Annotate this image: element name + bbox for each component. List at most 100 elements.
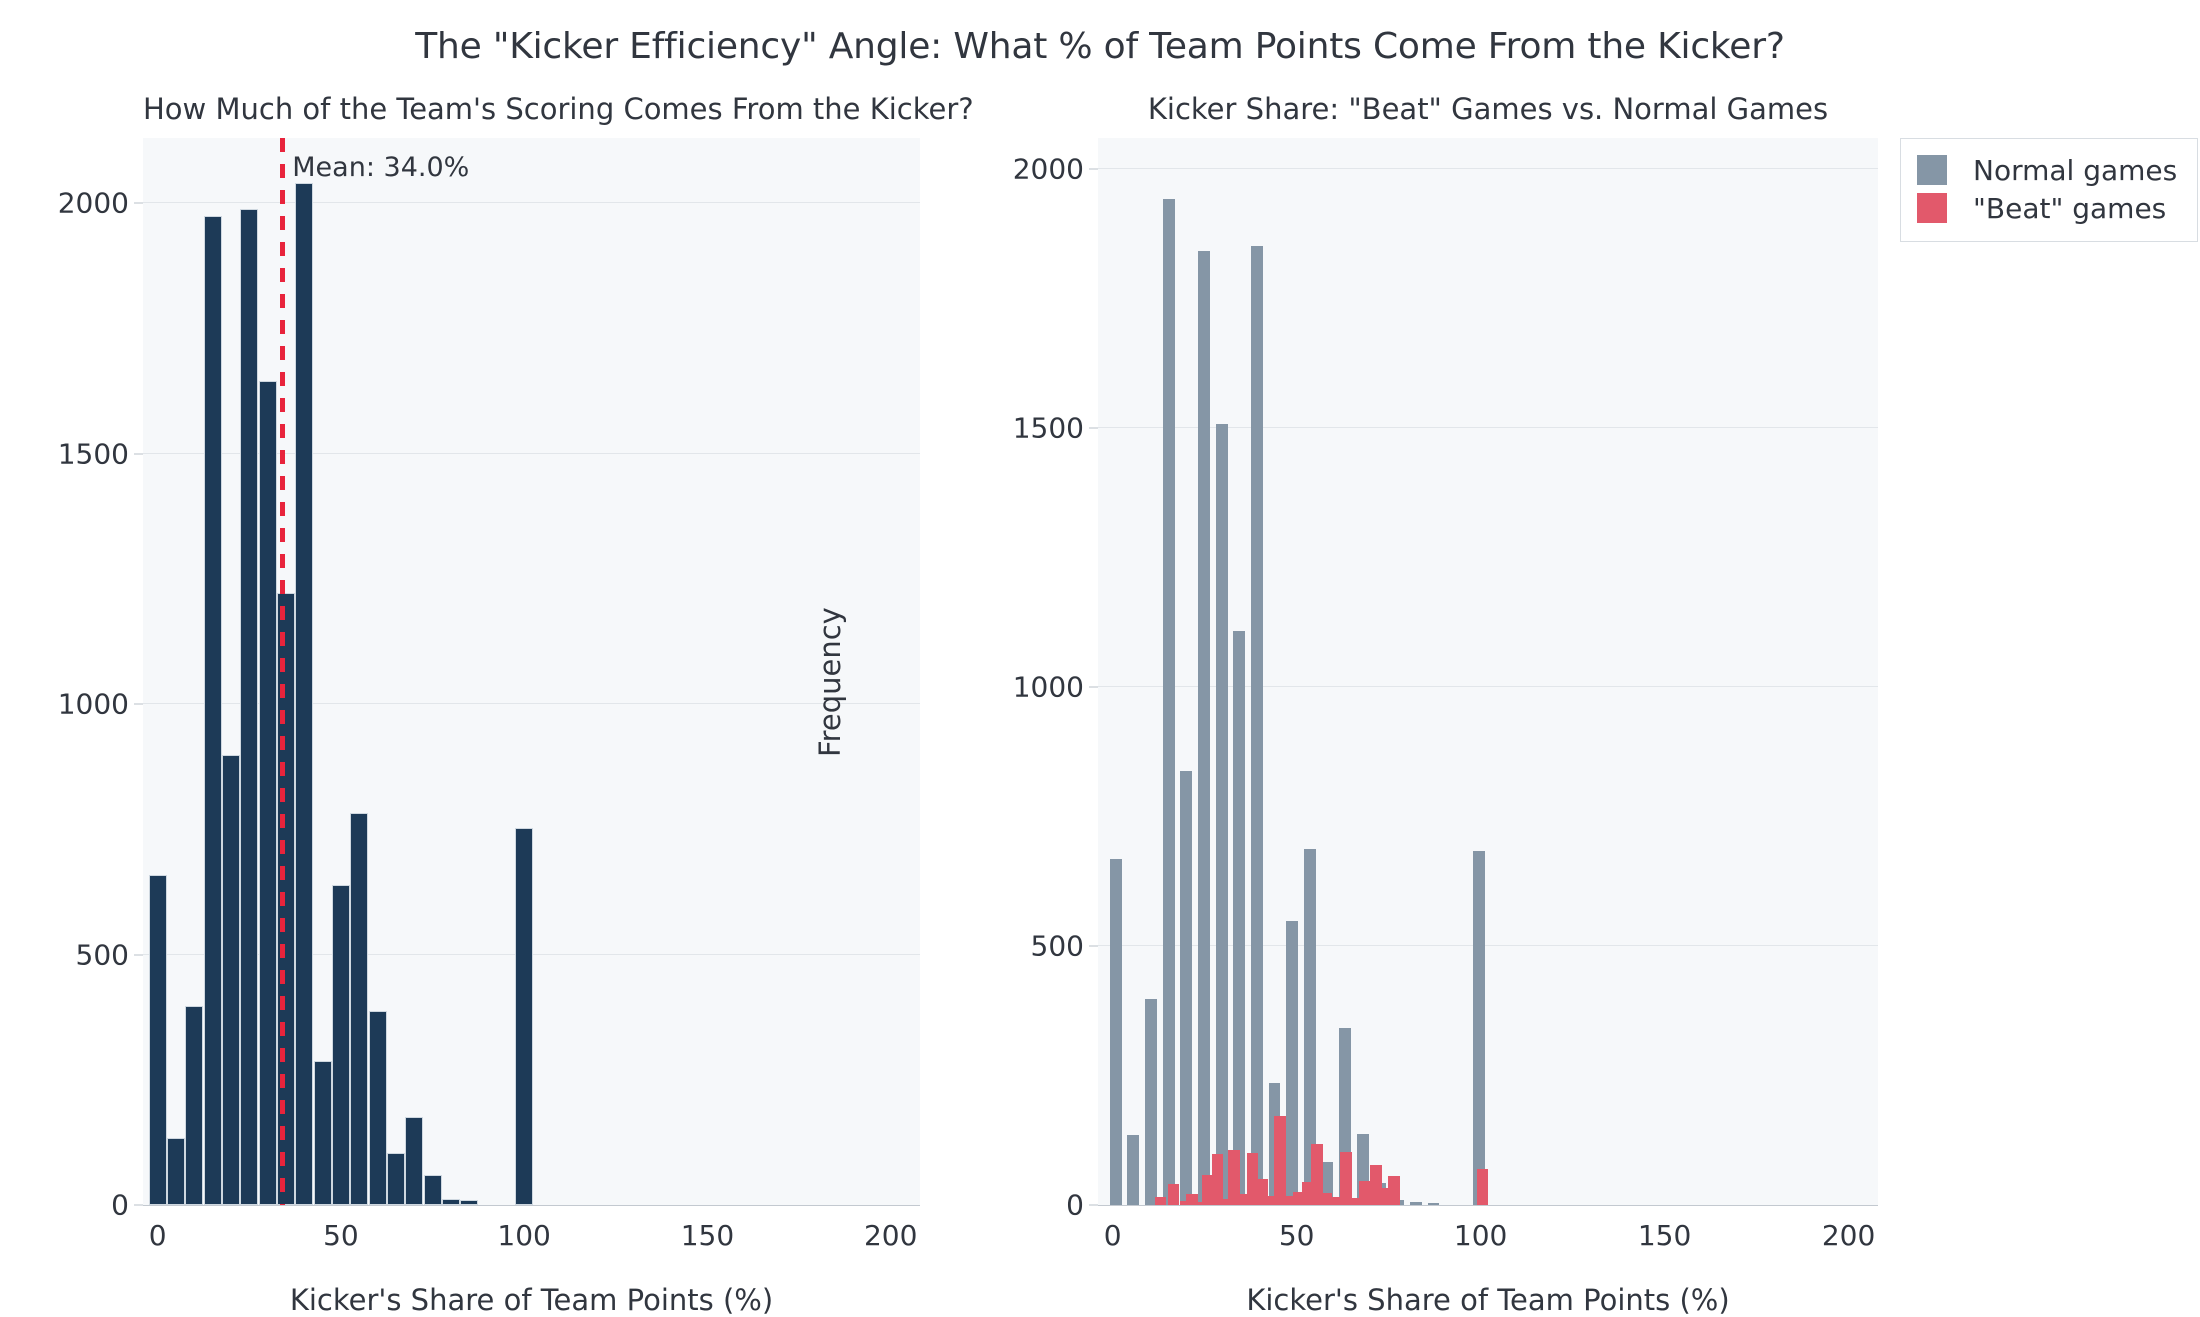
y-tick-mark-1500 xyxy=(134,453,143,455)
y-tick-label-2000: 2000 xyxy=(57,186,129,220)
x-tick-label-0: 0 xyxy=(148,1219,167,1252)
bar--beat-games-2 xyxy=(1179,1200,1192,1205)
y-tick-mark-1500 xyxy=(1089,427,1098,429)
bar--beat-games-3 xyxy=(1185,1193,1198,1205)
gridline-y-1500 xyxy=(143,452,920,454)
y-tick-mark-2000 xyxy=(1089,168,1098,170)
mean-line xyxy=(279,138,285,1205)
y-tick-label-2000: 2000 xyxy=(1012,152,1084,186)
x-tick-label-200: 200 xyxy=(863,1219,918,1252)
gridline-y-2000 xyxy=(143,202,920,204)
bar--beat-games-7 xyxy=(1219,1198,1231,1205)
bar--beat-games-20 xyxy=(1340,1152,1353,1205)
bar-all-games-16 xyxy=(441,1199,460,1205)
y-tick-mark-500 xyxy=(134,954,143,956)
bar--beat-games-25 xyxy=(1388,1176,1401,1205)
y-tick-label-0: 0 xyxy=(111,1188,129,1222)
bar--beat-games-26 xyxy=(1476,1168,1489,1205)
right-plot-area xyxy=(1098,138,1878,1205)
bar--beat-games-10 xyxy=(1246,1153,1259,1205)
y-tick-mark-0 xyxy=(134,1204,143,1206)
bar--beat-games-17 xyxy=(1311,1143,1323,1205)
bar-normal-games-4 xyxy=(1180,770,1193,1205)
bar-normal-games-10 xyxy=(1286,921,1299,1205)
legend-label-beat-games: "Beat" games xyxy=(1973,191,2167,225)
bar--beat-games-18 xyxy=(1320,1192,1332,1205)
mean-line-label: Mean: 34.0% xyxy=(292,152,470,183)
bar-all-games-12 xyxy=(368,1010,387,1205)
legend-label-normal-games: Normal games xyxy=(1973,153,2178,187)
y-tick-label-500: 500 xyxy=(1030,929,1084,963)
bar-all-games-3 xyxy=(203,215,222,1205)
bar-normal-games-1 xyxy=(1127,1134,1140,1205)
x-tick-label-150: 150 xyxy=(680,1219,735,1252)
bar-normal-games-6 xyxy=(1215,423,1228,1205)
y-tick-label-1000: 1000 xyxy=(1012,670,1084,704)
bar-normal-games-11 xyxy=(1304,848,1316,1205)
y-tick-mark-0 xyxy=(1089,1204,1098,1206)
bar--beat-games-14 xyxy=(1283,1195,1296,1205)
y-tick-label-1000: 1000 xyxy=(57,687,129,721)
bar-normal-games-17 xyxy=(1410,1201,1422,1205)
bar-all-games-9 xyxy=(313,1060,332,1205)
bar-all-games-14 xyxy=(405,1116,424,1205)
bar-all-games-11 xyxy=(350,813,369,1205)
bar-normal-games-13 xyxy=(1339,1027,1352,1205)
bar--beat-games-1 xyxy=(1167,1184,1180,1205)
bar-normal-games-5 xyxy=(1198,250,1210,1205)
bar--beat-games-4 xyxy=(1193,1201,1206,1205)
y-tick-label-0: 0 xyxy=(1066,1188,1084,1222)
bar-all-games-2 xyxy=(185,1005,204,1205)
y-tick-label-1500: 1500 xyxy=(1012,411,1084,445)
right-y-axis-label: Frequency xyxy=(813,606,847,757)
bar-all-games-5 xyxy=(240,209,259,1205)
bar--beat-games-6 xyxy=(1211,1154,1224,1205)
bar-normal-games-19 xyxy=(1472,850,1485,1205)
bar--beat-games-0 xyxy=(1154,1196,1167,1205)
bar-normal-games-0 xyxy=(1109,859,1122,1205)
x-tick-label-150: 150 xyxy=(1637,1219,1692,1252)
bar--beat-games-19 xyxy=(1329,1196,1342,1205)
legend-item-normal-games[interactable]: Normal games xyxy=(1917,151,2177,189)
x-tick-label-100: 100 xyxy=(497,1219,551,1252)
bar--beat-games-8 xyxy=(1228,1150,1240,1205)
bar-all-games-15 xyxy=(423,1174,442,1205)
bar--beat-games-21 xyxy=(1349,1197,1362,1205)
bar-normal-games-3 xyxy=(1162,199,1175,1205)
bar-all-games-18 xyxy=(515,828,534,1205)
bar-all-games-10 xyxy=(331,885,350,1205)
bar--beat-games-12 xyxy=(1265,1195,1277,1205)
bar-all-games-17 xyxy=(460,1200,479,1205)
gridline-y-2000 xyxy=(1098,168,1878,170)
bar-all-games-13 xyxy=(386,1152,405,1205)
gridline-y-500 xyxy=(1098,945,1878,947)
right-chart-title: Kicker Share: "Beat" Games vs. Normal Ga… xyxy=(1147,92,1829,126)
bar-normal-games-2 xyxy=(1145,998,1157,1205)
left-x-axis-label: Kicker's Share of Team Points (%) xyxy=(289,1283,774,1317)
gridline-y-1000 xyxy=(1098,686,1878,688)
bar--beat-games-24 xyxy=(1379,1188,1391,1205)
left-chart-title: How Much of the Team's Scoring Comes Fro… xyxy=(143,92,974,126)
figure-suptitle: The "Kicker Efficiency" Angle: What % of… xyxy=(415,26,1785,67)
y-tick-mark-1000 xyxy=(1089,686,1098,688)
bar-all-games-0 xyxy=(148,875,167,1205)
x-tick-label-0: 0 xyxy=(1103,1219,1122,1252)
y-tick-mark-500 xyxy=(1089,945,1098,947)
x-tick-label-50: 50 xyxy=(1278,1219,1315,1252)
legend-item-beat-games[interactable]: "Beat" games xyxy=(1917,189,2177,227)
bar-normal-games-8 xyxy=(1251,245,1263,1205)
y-tick-label-500: 500 xyxy=(75,938,129,972)
legend-swatch-normal-games xyxy=(1917,155,1947,185)
bar--beat-games-13 xyxy=(1274,1115,1286,1205)
bar--beat-games-16 xyxy=(1301,1182,1314,1205)
legend-swatch-beat-games xyxy=(1917,193,1947,223)
bar--beat-games-5 xyxy=(1202,1174,1215,1205)
x-axis-line xyxy=(1098,1205,1878,1206)
chart-legend: Normal games "Beat" games xyxy=(1900,138,2199,242)
y-tick-mark-1000 xyxy=(134,703,143,705)
bar--beat-games-9 xyxy=(1237,1193,1250,1205)
bar-all-games-1 xyxy=(167,1137,185,1205)
y-tick-label-1500: 1500 xyxy=(57,437,129,471)
bar-normal-games-12 xyxy=(1321,1161,1334,1205)
right-x-axis-label: Kicker's Share of Team Points (%) xyxy=(1246,1283,1730,1317)
